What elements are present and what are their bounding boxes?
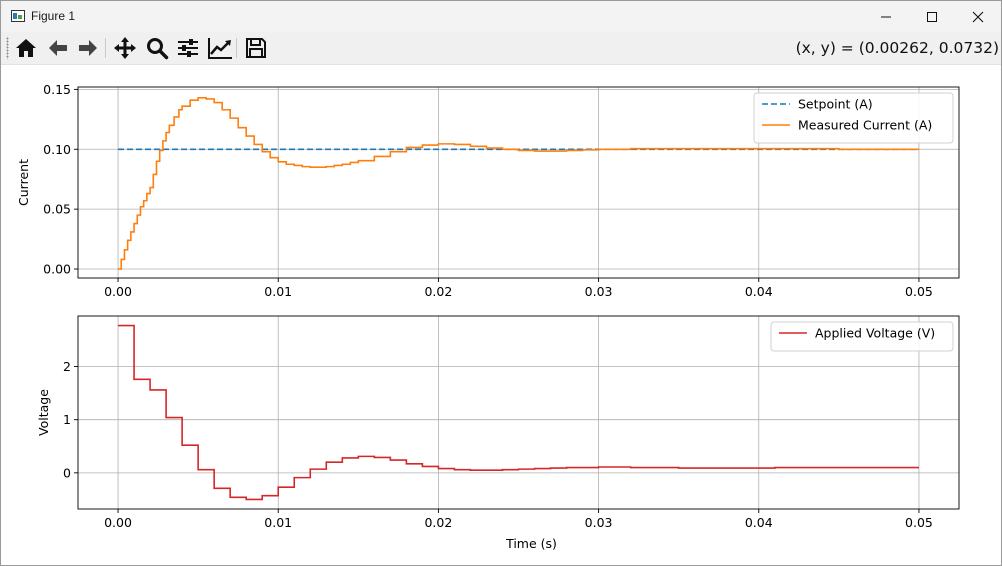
legend-entry: Applied Voltage (V) xyxy=(815,326,935,341)
applied-voltage-v-line xyxy=(118,324,919,501)
y-tick-label: 2 xyxy=(63,359,71,374)
x-tick-label: 0.01 xyxy=(264,284,292,299)
x-tick-label: 0.04 xyxy=(745,515,773,530)
home-icon xyxy=(16,39,36,57)
maximize-button[interactable] xyxy=(909,1,955,32)
x-tick-label: 0.03 xyxy=(585,284,613,299)
axes-frame xyxy=(77,315,960,510)
close-icon xyxy=(972,11,984,23)
back-button[interactable] xyxy=(45,36,71,60)
figure-canvas[interactable]: 0.00 0.01 0.02 0.03 0.04 0.05 0.00 0.05 0.10 0.15… xyxy=(1,65,1001,565)
figure-app-icon xyxy=(11,10,25,22)
forward-arrow-icon xyxy=(79,40,97,56)
y-axis-label: Voltage xyxy=(36,389,51,436)
x-tick-label: 0.02 xyxy=(424,284,452,299)
y-tick-label: 0 xyxy=(63,465,71,480)
close-button[interactable] xyxy=(955,1,1001,32)
x-tick-label: 0.00 xyxy=(104,515,132,530)
x-tick-label: 0.05 xyxy=(905,284,933,299)
maximize-icon xyxy=(927,12,937,22)
navigation-toolbar: (x, y) = (0.00262, 0.0732) xyxy=(1,32,1001,65)
y-axis-label: Current xyxy=(16,159,31,206)
minimize-icon xyxy=(881,16,891,18)
axes-frame xyxy=(77,86,960,279)
x-tick-label: 0.01 xyxy=(264,515,292,530)
window-title: Figure 1 xyxy=(31,9,76,23)
zoom-icon xyxy=(147,38,169,60)
legend: Applied Voltage (V) xyxy=(770,321,954,352)
toolbar-separator xyxy=(105,38,106,58)
y-tick-label: 1 xyxy=(63,412,71,427)
x-axis-label: Time (s) xyxy=(505,536,557,551)
measured-current-a-line xyxy=(118,96,919,270)
toolbar-grip[interactable] xyxy=(6,37,9,59)
y-tick-label: 0.00 xyxy=(43,262,71,277)
cursor-coordinates: (x, y) = (0.00262, 0.0732) xyxy=(795,39,999,57)
sliders-icon xyxy=(178,39,198,57)
x-tick-label: 0.02 xyxy=(424,515,452,530)
axes-2[interactable]: 0.00 0.01 0.02 0.03 0.04 0.05 0 1 2 Voltage Time (… xyxy=(36,315,960,551)
legend-entry: Setpoint (A) xyxy=(798,97,873,112)
move-icon xyxy=(114,37,136,59)
y-tick-label: 0.15 xyxy=(43,82,71,97)
toolbar-separator xyxy=(236,38,237,58)
back-arrow-icon xyxy=(49,40,67,56)
legend-entry: Measured Current (A) xyxy=(798,118,932,133)
axes-edit-button[interactable] xyxy=(206,36,232,60)
minimize-button[interactable] xyxy=(863,1,909,32)
legend-box xyxy=(753,92,954,144)
subplots-button[interactable] xyxy=(175,36,201,60)
x-tick-label: 0.04 xyxy=(745,284,773,299)
zoom-button[interactable] xyxy=(144,36,170,60)
x-tick-label: 0.03 xyxy=(585,515,613,530)
axes-1[interactable]: 0.00 0.01 0.02 0.03 0.04 0.05 0.00 0.05 0.10 0.15… xyxy=(16,82,960,299)
y-tick-label: 0.05 xyxy=(43,202,71,217)
legend-box xyxy=(770,321,954,352)
save-icon xyxy=(246,38,266,58)
forward-button[interactable] xyxy=(75,36,101,60)
x-tick-label: 0.00 xyxy=(104,284,132,299)
pan-button[interactable] xyxy=(112,36,138,60)
y-tick-label: 0.10 xyxy=(43,142,71,157)
x-tick-label: 0.05 xyxy=(905,515,933,530)
title-bar: Figure 1 xyxy=(1,1,1001,32)
figure-svg[interactable]: 0.00 0.01 0.02 0.03 0.04 0.05 0.00 0.05 0.10 0.15… xyxy=(1,65,1001,565)
legend: Setpoint (A) Measured Current (A) xyxy=(753,92,954,144)
trend-icon xyxy=(208,38,232,59)
save-button[interactable] xyxy=(243,36,269,60)
home-button[interactable] xyxy=(13,36,39,60)
